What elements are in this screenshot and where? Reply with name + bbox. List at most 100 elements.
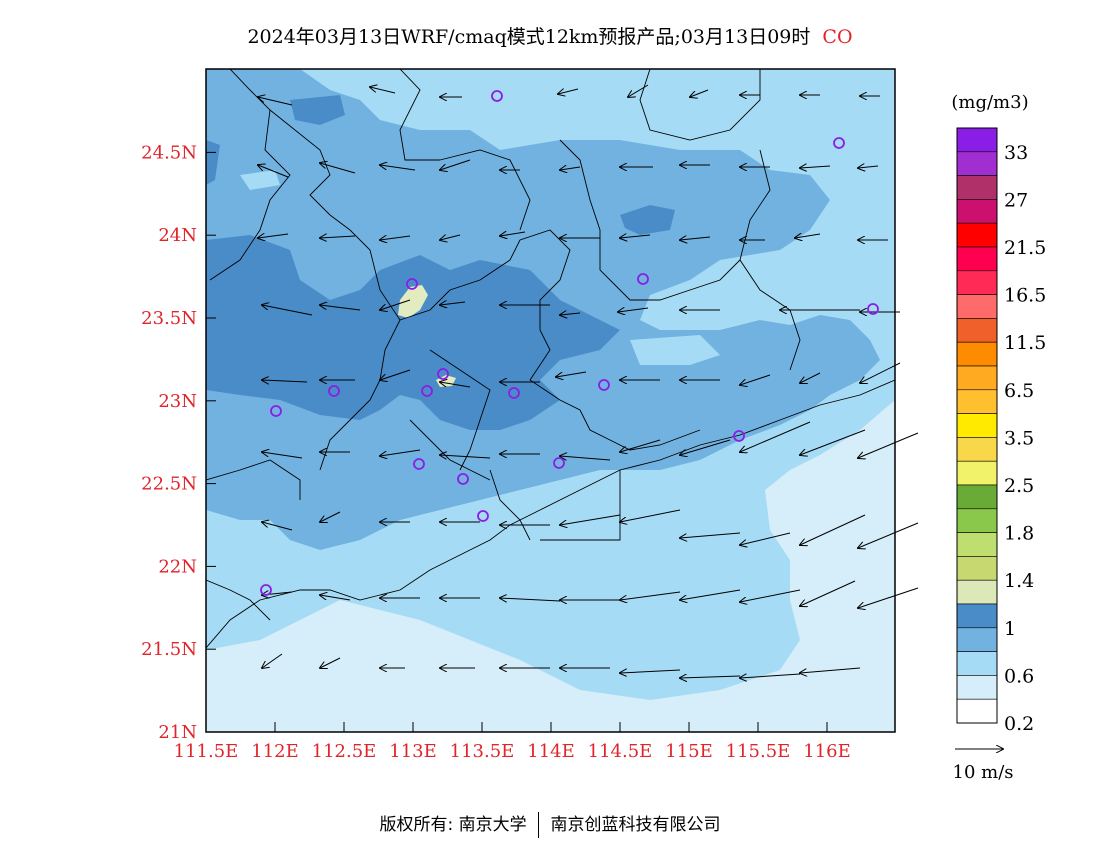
station-marker bbox=[491, 90, 503, 102]
wind-arrow bbox=[620, 509, 681, 522]
legend-swatch bbox=[956, 365, 998, 391]
lon-axis: 111.5E 112E 112.5E 113E 113.5E 114E 114.5E 115E… bbox=[174, 722, 851, 762]
station-marker bbox=[437, 368, 449, 380]
lon-label: 111.5E bbox=[174, 741, 239, 762]
band-1-patch bbox=[398, 285, 428, 318]
lat-label: 21N bbox=[158, 722, 197, 743]
legend-swatch bbox=[956, 413, 998, 438]
lon-label: 113.5E bbox=[450, 741, 515, 762]
concentration-field bbox=[206, 69, 895, 732]
lon-label: 116E bbox=[803, 741, 851, 762]
wind-arrow bbox=[858, 522, 919, 548]
wind-arrow bbox=[262, 653, 283, 668]
wind-arrow bbox=[560, 514, 621, 525]
station-marker bbox=[270, 405, 282, 417]
lon-label: 112.5E bbox=[312, 741, 377, 762]
legend-swatch bbox=[956, 484, 998, 510]
wind-arrow bbox=[440, 382, 471, 388]
legend-label: 0.2 bbox=[1004, 713, 1034, 735]
title-text: 2024年03月13日WRF/cmaq模式12km预报产品;03月13日09时 bbox=[247, 26, 811, 48]
legend-swatch bbox=[956, 460, 998, 486]
station-marker bbox=[260, 584, 272, 596]
wind-arrow bbox=[800, 580, 856, 606]
wind-arrow bbox=[858, 587, 919, 608]
wind-arrow bbox=[258, 97, 293, 106]
legend-label: 21.5 bbox=[1004, 237, 1046, 259]
legend-unit: (mg/m3) bbox=[951, 92, 1028, 113]
wind-arrow bbox=[740, 374, 771, 385]
wind-arrow bbox=[800, 514, 866, 545]
legend-swatch bbox=[956, 294, 998, 319]
wind-arrow bbox=[740, 673, 801, 678]
wind-arrow bbox=[262, 380, 308, 382]
wind-arrow bbox=[680, 237, 711, 240]
wind-arrow bbox=[740, 421, 811, 452]
wind-arrow bbox=[370, 87, 396, 94]
legend-swatch bbox=[956, 698, 998, 724]
wind-arrow bbox=[440, 302, 466, 305]
wind-arrow bbox=[560, 167, 581, 170]
legend-swatch bbox=[956, 246, 998, 272]
lon-label: 113E bbox=[389, 741, 437, 762]
wind-arrow bbox=[556, 371, 587, 377]
wind-arrow bbox=[800, 429, 866, 455]
legend-label: 27 bbox=[1004, 189, 1028, 211]
lat-label: 23.5N bbox=[141, 308, 197, 329]
wind-arrow bbox=[262, 305, 313, 316]
station-marker bbox=[421, 385, 433, 397]
legend-label: 2.5 bbox=[1004, 475, 1034, 497]
wind-arrow bbox=[320, 163, 356, 174]
lat-label: 22N bbox=[158, 556, 197, 577]
legend-label: 0.6 bbox=[1004, 665, 1034, 687]
legend-swatch bbox=[956, 556, 998, 581]
copyright-label: 版权所有: 南京大学 bbox=[379, 815, 527, 835]
station-marker bbox=[598, 379, 610, 391]
wind-arrow bbox=[618, 308, 649, 312]
legend-label: 1 bbox=[1004, 618, 1016, 640]
wind-arrow bbox=[740, 532, 791, 545]
legend-swatch bbox=[956, 603, 998, 629]
wind-arrow bbox=[320, 657, 341, 668]
legend-swatch bbox=[956, 199, 998, 224]
lon-label: 115.5E bbox=[726, 741, 791, 762]
wind-arrow bbox=[380, 369, 411, 380]
wind-arrow bbox=[380, 165, 416, 171]
legend-label: 1.4 bbox=[1004, 570, 1034, 592]
wind-arrow bbox=[320, 595, 351, 601]
wind-arrow bbox=[440, 455, 491, 458]
legend-colorbar bbox=[956, 127, 998, 724]
wind-arrow bbox=[380, 236, 411, 240]
wind-arrow bbox=[440, 159, 471, 170]
legend-label: 11.5 bbox=[1004, 332, 1046, 354]
copyright: 版权所有: 南京大学 南京创蓝科技有限公司 bbox=[0, 810, 1100, 838]
station-marker bbox=[477, 510, 489, 522]
wind-arrow bbox=[740, 589, 801, 602]
legend-swatch bbox=[956, 627, 998, 652]
copyright-org: 南京创蓝科技有限公司 bbox=[550, 815, 721, 835]
wind-arrow bbox=[620, 591, 681, 600]
lat-label: 21.5N bbox=[141, 639, 197, 660]
band-0-6-1 bbox=[206, 235, 620, 430]
wind-arrow bbox=[620, 439, 661, 452]
wind-arrow bbox=[800, 667, 861, 673]
wind-arrow bbox=[258, 165, 289, 178]
wind-arrow bbox=[320, 236, 356, 238]
wind-arrow bbox=[560, 456, 611, 460]
wind-arrow bbox=[558, 89, 579, 94]
legend-swatch bbox=[956, 579, 998, 605]
lat-label: 23N bbox=[158, 391, 197, 412]
legend-swatch bbox=[956, 222, 998, 248]
wind-arrow bbox=[258, 234, 289, 238]
legend-swatch bbox=[956, 341, 998, 367]
wind-arrow bbox=[690, 89, 709, 97]
legend-label: 1.8 bbox=[1004, 523, 1034, 545]
wind-arrow bbox=[680, 439, 731, 455]
lat-label: 24.5N bbox=[141, 142, 197, 163]
station-marker bbox=[833, 137, 845, 149]
wind-arrow bbox=[795, 234, 821, 238]
lat-axis: 24.5N 24N 23.5N 23N 22.5N 22N 21.5N 21N bbox=[141, 142, 216, 743]
legend-swatch bbox=[956, 318, 998, 343]
legend-swatch bbox=[956, 532, 998, 557]
station-marker bbox=[508, 387, 520, 399]
